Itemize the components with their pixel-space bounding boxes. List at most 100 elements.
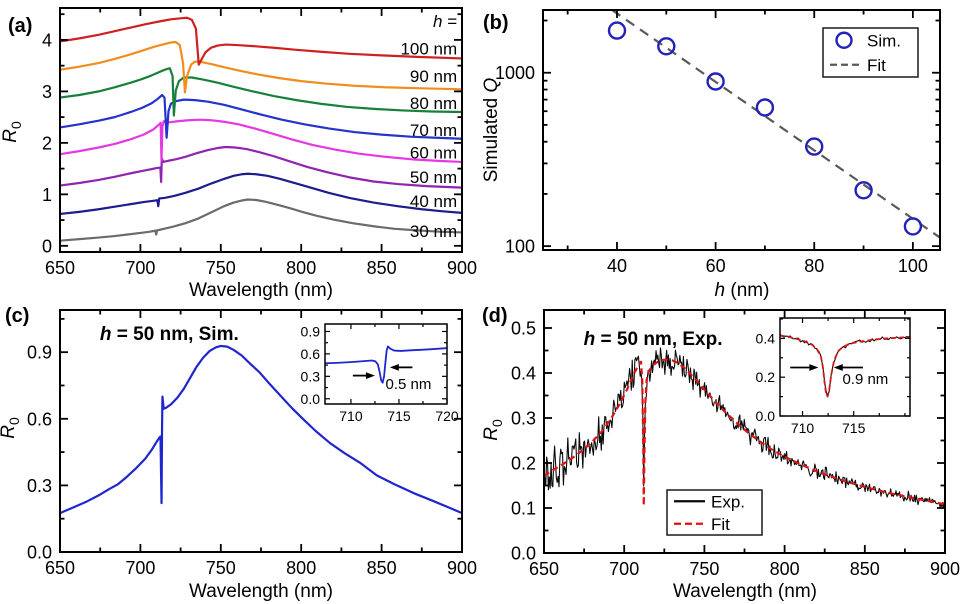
y-tick-label: 0.0 (511, 543, 536, 563)
label: Wavelength (nm) (673, 581, 817, 602)
x-tick-label: 60 (706, 256, 726, 276)
legend-label: Fit (867, 56, 886, 75)
ticks (780, 318, 910, 417)
ticks (59, 310, 463, 553)
x-tick-label: 700 (125, 558, 155, 578)
x-tick-label: 700 (125, 258, 155, 278)
y-tick-label: 1 (42, 185, 52, 205)
tick-labels: 40 60 80 100 100 1000 (495, 63, 928, 276)
x-tick-label: 800 (286, 258, 316, 278)
x-tick-label: 750 (689, 559, 719, 579)
y-tick-label: 0.4 (511, 363, 536, 383)
legend: Exp. Fit (666, 489, 763, 536)
x-tick-label: 900 (930, 559, 960, 579)
y-tick-label: 0.3 (301, 368, 321, 384)
y-tick-label: 0.2 (756, 369, 776, 385)
x-tick-label: 80 (804, 256, 824, 276)
panel-a-chart: 650 700 750 800 850 900 0 1 2 3 4 h = 100 nm 90 nm 80 … (0, 7, 477, 301)
series-80 nm (59, 67, 463, 117)
y-tick-label: 100 (505, 237, 535, 257)
y-tick-label: 4 (42, 30, 52, 50)
series-layer (59, 344, 463, 515)
series-100 nm (59, 16, 463, 66)
legend-label: Sim. (867, 31, 901, 50)
annotation-arrowhead (365, 372, 375, 379)
x-tick-label: 710 (339, 408, 363, 424)
label: R0 (0, 417, 22, 439)
chart-b: 40 60 80 100 100 1000 (b) h (nm) Simulated Q Sim.… (482, 9, 941, 301)
series-70 nm (59, 93, 463, 140)
chart-a: 650 700 750 800 850 900 0 1 2 3 4 h = 100 nm 90 nm 80 … (0, 7, 477, 301)
annotation-arrowhead (809, 364, 819, 371)
series-layer (543, 347, 946, 509)
legend-label: Exp. (711, 492, 745, 511)
series-Exp. zoom (779, 333, 910, 396)
y-tick-label: 0 (42, 236, 52, 256)
label: R0 (0, 121, 24, 143)
label: h = 50 nm, Sim. (100, 324, 239, 345)
label: (c) (5, 305, 29, 327)
series-30 nm (59, 198, 463, 242)
y-tick-label: 0.0 (27, 542, 52, 562)
y-tick-label: 0.6 (27, 409, 52, 429)
x-tick-label: 850 (367, 258, 397, 278)
series-layer (607, 9, 941, 239)
tick-labels: 710 715 0.0 0.2 0.4 (756, 330, 866, 436)
series-Exp. (543, 347, 946, 509)
label: 0.9 nm (842, 371, 888, 388)
x-tick-label: 750 (206, 258, 236, 278)
label: 60 nm (410, 143, 457, 162)
data-point (903, 217, 923, 236)
annotation-arrowhead (833, 364, 843, 371)
y-tick-label: 0.5 (511, 318, 536, 338)
label: (a) (8, 15, 32, 37)
series-60 nm (59, 118, 463, 164)
y-tick-label: 0.2 (511, 453, 536, 473)
tick-labels: 650 700 750 800 850 900 0 1 2 3 4 (42, 30, 477, 278)
legend: Sim. Fit (822, 27, 919, 78)
y-tick-label: 0.0 (756, 408, 776, 424)
series-layer (324, 345, 448, 384)
y-tick-label: 2 (42, 133, 52, 153)
series-40 nm (59, 172, 463, 216)
x-tick-label: 715 (387, 408, 411, 424)
y-tick-label: 0.3 (511, 408, 536, 428)
label: 100 nm (400, 39, 457, 58)
tick-labels: 650 700 750 800 850 900 0.0 0.3 0.6 0.9 (27, 343, 477, 578)
x-tick-label: 900 (447, 258, 477, 278)
series-Sim. h=50nm (59, 344, 463, 515)
series-Sim. zoom (324, 345, 448, 384)
x-tick-label: 800 (770, 559, 800, 579)
legend-box (666, 489, 763, 536)
chart-c-inset: 710 715 720 0.0 0.3 0.6 0.9 0.5 nm (301, 323, 459, 424)
chart-d: 650 700 750 800 850 900 0.0 0.1 0.2 0.3 0.4 0.5 h = … (482, 305, 960, 602)
y-tick-label: 0.3 (27, 476, 52, 496)
x-tick-label: 650 (45, 258, 75, 278)
x-tick-label: 750 (206, 558, 236, 578)
y-tick-label: 0.9 (27, 343, 52, 363)
x-tick-label: 650 (529, 559, 559, 579)
data-point (805, 137, 824, 156)
chart-c: 650 700 750 800 850 900 0.0 0.3 0.6 0.9 h = 50 nm,… (0, 305, 477, 602)
chart-d-inset: 710 715 0.0 0.2 0.4 0.9 nm (756, 317, 911, 436)
label: 50 nm (410, 168, 457, 187)
label: h (nm) (715, 280, 770, 301)
y-tick-label: 0.9 (301, 324, 321, 340)
label: h = (433, 12, 457, 31)
x-tick-label: 710 (791, 420, 815, 436)
label: 70 nm (410, 121, 457, 140)
label: 80 nm (410, 94, 457, 113)
label: Wavelength (nm) (189, 581, 333, 602)
x-tick-label: 100 (898, 256, 928, 276)
tick-labels: 710 715 720 0.0 0.3 0.6 0.9 (301, 324, 459, 424)
label: R0 (482, 419, 505, 441)
label: 0.5 nm (386, 376, 432, 393)
tick-labels: 650 700 750 800 850 900 0.0 0.1 0.2 0.3 0.4 0.5 (511, 318, 960, 579)
x-tick-label: 900 (447, 558, 477, 578)
x-tick-label: 800 (286, 558, 316, 578)
y-tick-label: 3 (42, 82, 52, 102)
data-point (706, 72, 725, 91)
y-tick-label: 0.1 (511, 498, 536, 518)
series-layer (59, 16, 463, 242)
axes-frame (779, 317, 911, 417)
